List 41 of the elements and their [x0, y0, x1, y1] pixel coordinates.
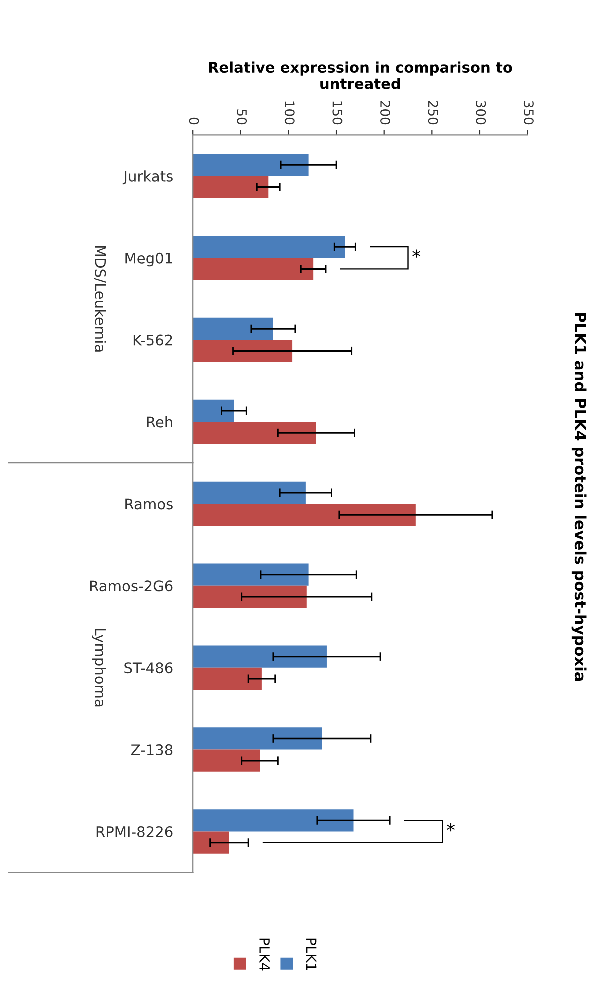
bar	[193, 668, 262, 690]
bar	[193, 340, 293, 362]
legend-label: PLK1	[306, 938, 317, 970]
y-tick-label: K-562	[134, 334, 172, 346]
bar	[193, 422, 316, 444]
x-tick-label: 350	[524, 101, 534, 125]
y-tick-label: Ramos-2G6	[90, 580, 173, 592]
y-tick-label: Ramos	[126, 498, 173, 510]
x-tick-label: 50	[237, 110, 248, 125]
annotation: *	[412, 250, 421, 258]
bar	[193, 586, 307, 608]
x-tick-label: 100	[284, 102, 295, 125]
bar	[193, 176, 269, 198]
bar	[193, 646, 327, 668]
x-axis-title: Relative expression in comparison to untreated	[209, 62, 512, 90]
annotation: *	[447, 823, 455, 832]
bar	[193, 400, 234, 422]
bar	[193, 318, 274, 340]
bar	[193, 154, 309, 176]
bar	[193, 258, 314, 280]
bar	[193, 504, 416, 526]
bar	[193, 750, 260, 772]
text: MDS/Leukemia	[94, 246, 106, 352]
x-tick-label: 0	[189, 118, 200, 125]
text: Lymphoma	[92, 629, 106, 707]
y-tick-label: Meg01	[126, 252, 172, 267]
y-tick-label: Jurkats	[122, 170, 173, 185]
bar	[193, 728, 322, 750]
bar	[193, 832, 230, 854]
y-tick-label: Reh	[147, 416, 172, 428]
x-tick-label: 200	[380, 101, 391, 125]
x-tick-label: 150	[332, 102, 343, 125]
bar	[193, 482, 306, 504]
text: PLK1 and PLK4 protein levels post-hypoxia	[572, 313, 587, 681]
y-tick-label: Z-138	[131, 744, 173, 756]
y-tick-label: ST-486	[124, 662, 173, 674]
y-tick-label: RPMI-8226	[96, 826, 173, 838]
legend-label: PLK4	[260, 938, 270, 971]
x-tick-label: 300	[476, 101, 486, 125]
bar	[193, 564, 309, 586]
x-tick-label: 250	[428, 101, 438, 125]
